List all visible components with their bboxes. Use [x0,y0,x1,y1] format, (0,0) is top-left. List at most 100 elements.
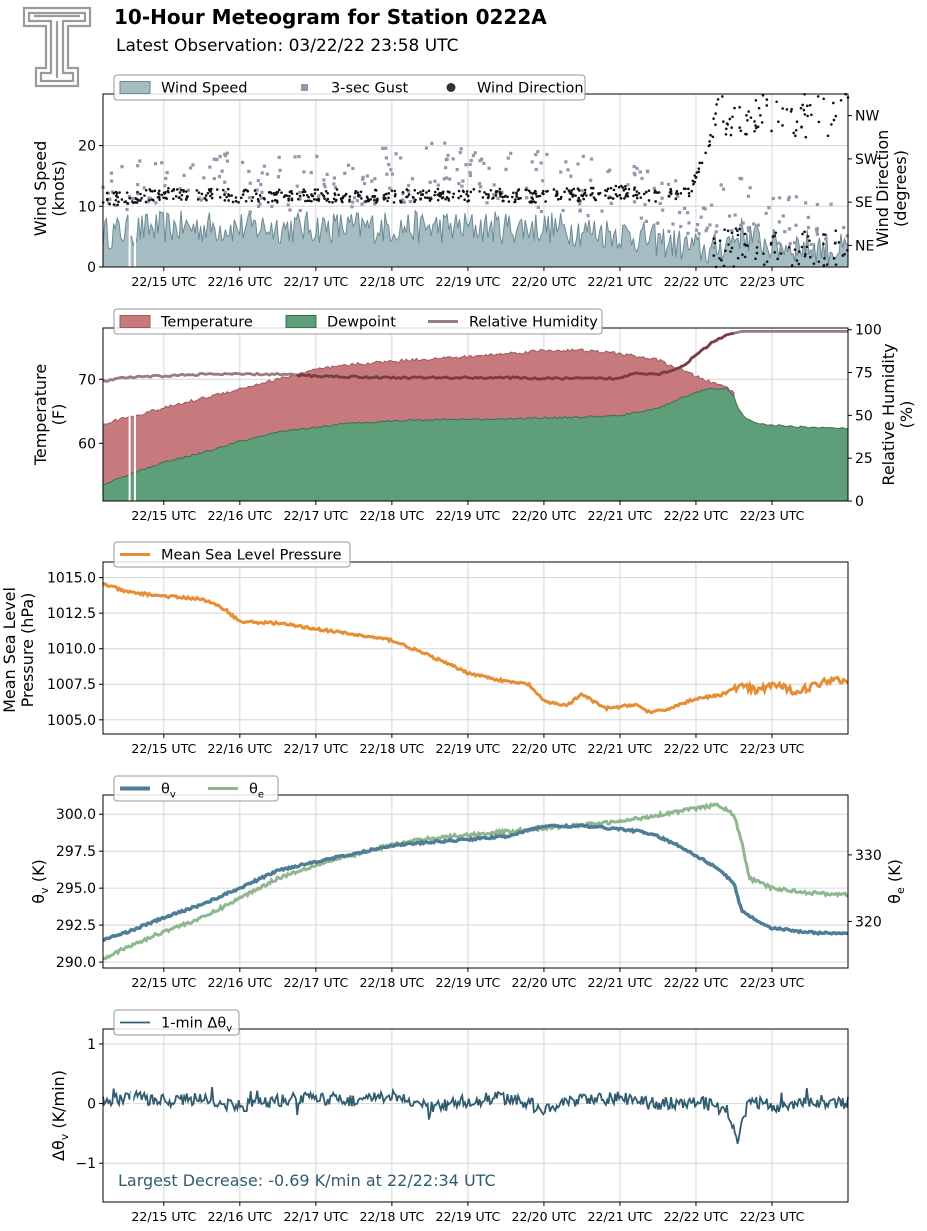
direction-dot [609,186,613,190]
direction-dot [407,193,411,196]
gust-marker [259,196,264,200]
gust-marker [457,182,461,186]
direction-dot [774,231,778,235]
gust-marker [458,150,462,155]
direction-dot [348,195,352,198]
gust-marker [704,229,708,233]
x-tick-label: 22/17 UTC [283,1209,348,1224]
direction-dot [517,188,521,191]
direction-dot [754,126,758,130]
direction-dot [356,191,360,194]
wind-speed-axis-label-line: Wind Speed [31,141,50,236]
direction-dot [255,192,258,196]
direction-dot [290,197,294,200]
direction-dot [805,245,809,249]
direction-dot [230,194,234,197]
direction-dot [132,201,135,205]
gust-marker [564,160,568,164]
gust-marker [739,223,743,227]
direction-dot [399,200,403,204]
direction-dot [729,250,732,253]
y-tick-label: 70 [78,372,96,388]
gust-marker [764,211,768,215]
gust-marker [733,213,737,217]
direction-dot [251,196,255,199]
gust-marker [825,253,829,258]
gust-marker [468,173,473,178]
direction-dot [753,120,756,123]
direction-dot [695,171,699,174]
direction-dot [332,197,336,201]
gust-marker [738,176,742,180]
gust-marker [401,198,405,202]
x-tick-label: 22/20 UTC [512,741,577,756]
direction-dot [775,100,778,104]
gust-marker [455,168,459,172]
gust-marker [387,162,391,167]
gust-marker [778,196,782,200]
x-tick-label: 22/20 UTC [512,508,577,523]
direction-dot [733,106,736,110]
gust-marker [787,195,791,199]
direction-dot [712,254,716,257]
gust-marker [189,166,193,170]
x-tick-label: 22/22 UTC [664,508,729,523]
gust-marker [569,174,573,178]
gust-marker [370,179,374,183]
direction-dot [527,189,531,193]
direction-dot [654,200,657,203]
direction-dot [226,187,230,191]
dtheta-panel: 22/15 UTC 22/16 UTC 22/17 UTC 22/18 UTC 22/1… [49,1009,849,1224]
gust-marker [525,196,529,200]
direction-dot [481,196,485,199]
gust-marker [660,181,664,185]
direction-dot [679,191,683,195]
gust-marker [240,160,245,165]
direction-dot [597,192,601,196]
legend-label: Relative Humidity [469,315,598,331]
direction-dot [367,199,370,203]
direction-dot [674,197,678,201]
y2-tick-label: SE [855,195,873,211]
direction-dot [605,189,609,193]
gust-marker [258,202,262,206]
direction-dot [822,242,825,246]
gust-marker [536,150,540,154]
x-tick-label: 22/18 UTC [359,508,424,523]
direction-dot [428,199,432,202]
gust-marker [225,159,230,163]
direction-dot [335,188,339,191]
gust-marker [678,210,682,215]
gust-marker [788,242,792,246]
direction-dot [246,189,250,193]
gust-marker [163,184,167,188]
direction-dot [837,241,841,244]
legend-label: 1-min Δθv [161,1016,232,1035]
gust-marker [471,153,476,158]
x-tick-label: 22/16 UTC [207,741,272,756]
direction-dot [795,120,799,124]
gust-marker [428,180,432,184]
x-tick-label: 22/18 UTC [359,975,424,990]
gust-marker [697,232,701,236]
direction-dot [639,196,643,199]
direction-dot [749,116,753,119]
gust-marker [212,176,216,181]
direction-dot [139,199,142,202]
direction-dot [158,198,161,201]
direction-dot [137,198,140,202]
direction-dot [376,199,379,203]
direction-dot [726,123,730,126]
direction-dot [822,263,826,267]
gust-marker [298,190,302,194]
gust-marker [757,239,761,243]
direction-dot [832,257,836,260]
direction-dot [746,244,749,248]
gust-marker [607,195,611,199]
direction-dot [765,260,769,263]
gust-marker [225,151,229,155]
y2-tick-label: NW [855,109,879,125]
gust-marker [408,199,412,204]
direction-dot [223,193,226,197]
gust-marker [719,183,723,187]
